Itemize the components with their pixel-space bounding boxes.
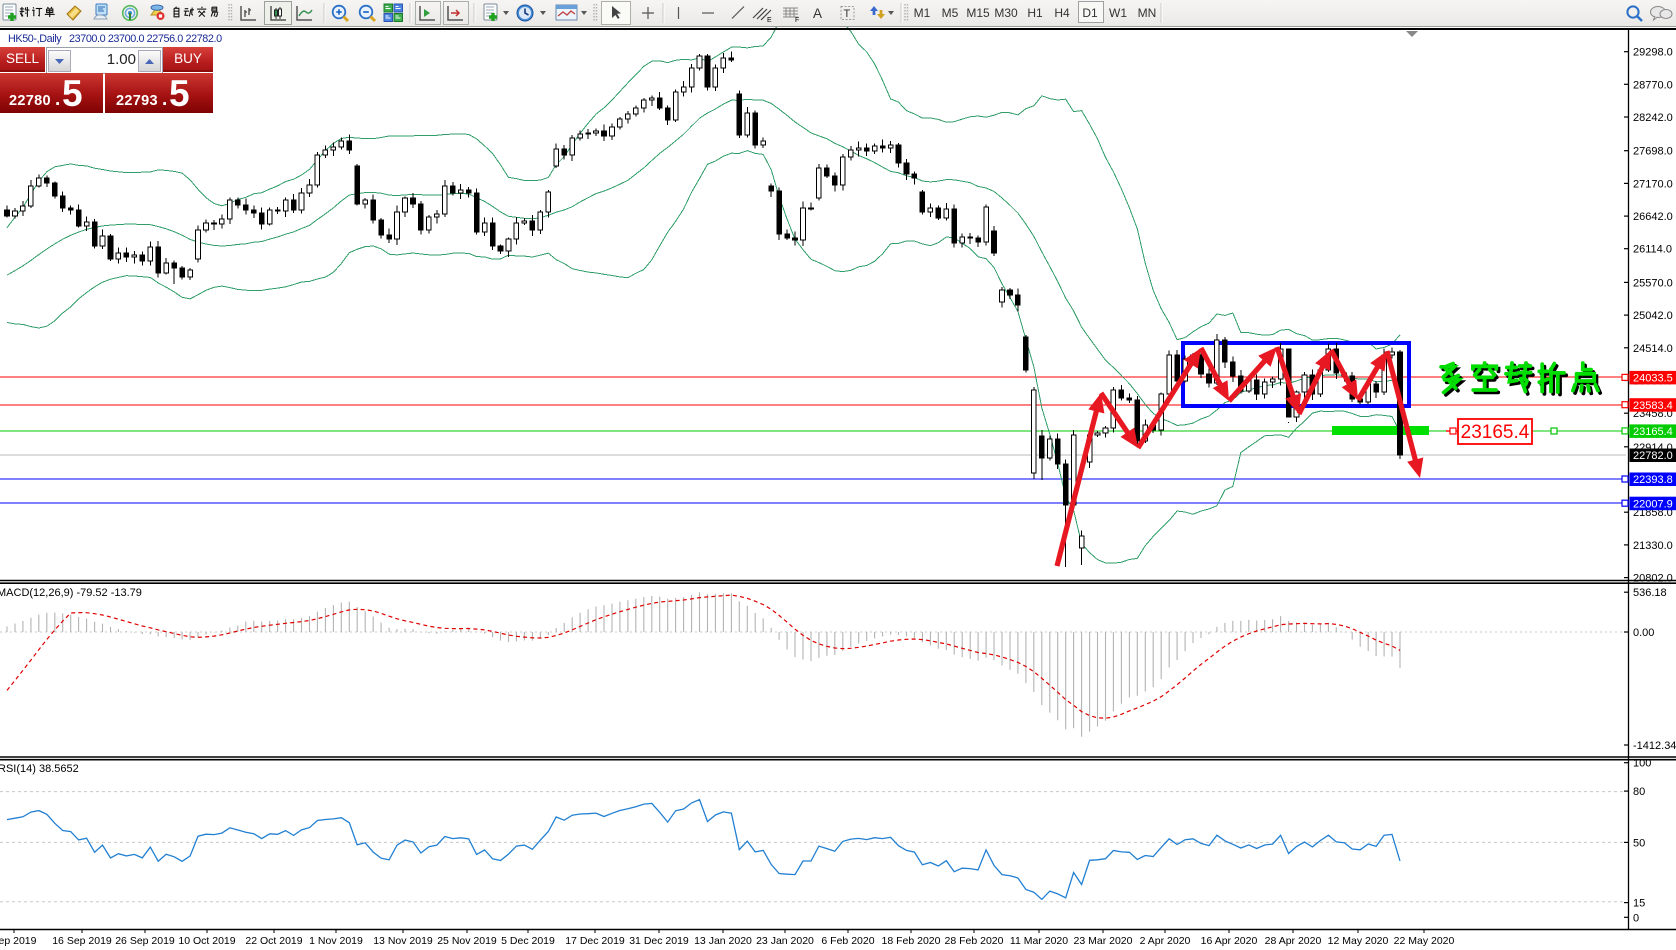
svg-text:20802.0: 20802.0 bbox=[1633, 573, 1673, 585]
svg-text:18 Feb 2020: 18 Feb 2020 bbox=[882, 935, 941, 947]
svg-text:28242.0: 28242.0 bbox=[1633, 112, 1673, 124]
svg-text:MACD(12,26,9) -79.52 -13.79: MACD(12,26,9) -79.52 -13.79 bbox=[0, 587, 142, 599]
svg-text:25 Nov 2019: 25 Nov 2019 bbox=[437, 935, 497, 947]
svg-text:5 Dec 2019: 5 Dec 2019 bbox=[501, 935, 555, 947]
svg-text:22007.9: 22007.9 bbox=[1633, 498, 1673, 510]
svg-text:2 Apr 2020: 2 Apr 2020 bbox=[1140, 935, 1191, 947]
svg-text:27170.0: 27170.0 bbox=[1633, 178, 1673, 190]
svg-text:26114.0: 26114.0 bbox=[1633, 244, 1672, 256]
svg-text:F: F bbox=[795, 17, 799, 24]
svg-text:M5: M5 bbox=[942, 6, 959, 20]
svg-text:T: T bbox=[844, 8, 851, 20]
svg-text:M1: M1 bbox=[914, 6, 931, 20]
svg-text:15: 15 bbox=[1633, 898, 1645, 910]
svg-text:RSI(14) 38.5652: RSI(14) 38.5652 bbox=[0, 763, 79, 775]
svg-text:23 Jan 2020: 23 Jan 2020 bbox=[756, 935, 814, 947]
svg-text:12 May 2020: 12 May 2020 bbox=[1328, 935, 1389, 947]
svg-text:13 Nov 2019: 13 Nov 2019 bbox=[373, 935, 433, 947]
svg-text:17 Dec 2019: 17 Dec 2019 bbox=[565, 935, 625, 947]
svg-text:22782.0: 22782.0 bbox=[1633, 450, 1673, 462]
svg-text:536.18: 536.18 bbox=[1633, 587, 1667, 599]
svg-text:50: 50 bbox=[1633, 837, 1645, 849]
svg-text:W1: W1 bbox=[1109, 6, 1127, 20]
svg-text:E: E bbox=[767, 17, 772, 24]
svg-text:100: 100 bbox=[1633, 758, 1651, 770]
svg-text:11 Mar 2020: 11 Mar 2020 bbox=[1010, 935, 1068, 947]
svg-text:24033.5: 24033.5 bbox=[1633, 373, 1673, 385]
svg-text:Sep 2019: Sep 2019 bbox=[0, 935, 37, 947]
svg-text:25042.0: 25042.0 bbox=[1633, 310, 1673, 322]
svg-text:28 Apr 2020: 28 Apr 2020 bbox=[1265, 935, 1322, 947]
svg-text:23165.4: 23165.4 bbox=[1461, 422, 1530, 443]
svg-text:1 Nov 2019: 1 Nov 2019 bbox=[309, 935, 363, 947]
svg-text:MN: MN bbox=[1138, 6, 1157, 20]
svg-text:26642.0: 26642.0 bbox=[1633, 211, 1673, 223]
svg-text:M15: M15 bbox=[966, 6, 990, 20]
svg-text:D1: D1 bbox=[1082, 6, 1098, 20]
svg-text:28 Feb 2020: 28 Feb 2020 bbox=[945, 935, 1004, 947]
svg-text:16 Sep 2019: 16 Sep 2019 bbox=[52, 935, 112, 947]
svg-text:16 Apr 2020: 16 Apr 2020 bbox=[1201, 935, 1258, 947]
svg-text:23 Mar 2020: 23 Mar 2020 bbox=[1074, 935, 1133, 947]
svg-text:H4: H4 bbox=[1054, 6, 1070, 20]
svg-text:24514.0: 24514.0 bbox=[1633, 343, 1673, 355]
svg-text:23583.4: 23583.4 bbox=[1633, 400, 1673, 412]
svg-text:29298.0: 29298.0 bbox=[1633, 47, 1673, 59]
svg-text:A: A bbox=[813, 6, 822, 21]
svg-text:13 Jan 2020: 13 Jan 2020 bbox=[694, 935, 752, 947]
svg-text:31 Dec 2019: 31 Dec 2019 bbox=[629, 935, 689, 947]
svg-text:28770.0: 28770.0 bbox=[1633, 79, 1673, 91]
svg-text:22393.8: 22393.8 bbox=[1633, 474, 1673, 486]
svg-text:22 Oct 2019: 22 Oct 2019 bbox=[245, 935, 302, 947]
svg-text:80: 80 bbox=[1633, 786, 1645, 798]
svg-text:23165.4: 23165.4 bbox=[1633, 426, 1673, 438]
svg-text:M30: M30 bbox=[994, 6, 1018, 20]
svg-text:6 Feb 2020: 6 Feb 2020 bbox=[821, 935, 874, 947]
svg-text:10 Oct 2019: 10 Oct 2019 bbox=[178, 935, 235, 947]
svg-text:27698.0: 27698.0 bbox=[1633, 146, 1673, 158]
svg-text:0.00: 0.00 bbox=[1633, 627, 1654, 639]
svg-text:22 May 2020: 22 May 2020 bbox=[1394, 935, 1455, 947]
svg-text:H1: H1 bbox=[1027, 6, 1043, 20]
svg-text:26 Sep 2019: 26 Sep 2019 bbox=[115, 935, 175, 947]
svg-text:-1412.34: -1412.34 bbox=[1633, 740, 1676, 752]
svg-text:25570.0: 25570.0 bbox=[1633, 277, 1673, 289]
svg-text:0: 0 bbox=[1633, 912, 1639, 924]
svg-text:21330.0: 21330.0 bbox=[1633, 540, 1673, 552]
